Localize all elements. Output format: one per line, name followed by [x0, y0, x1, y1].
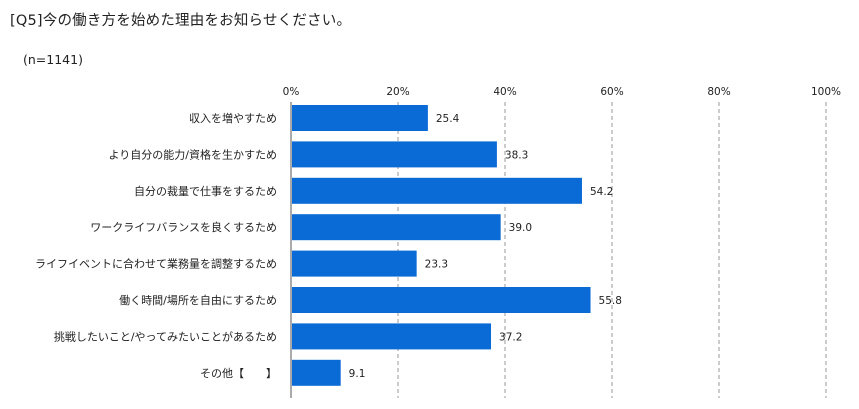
bar [292, 214, 501, 241]
question-title: [Q5]今の働き方を始めた理由をお知らせください。 [10, 13, 352, 29]
category-label: 収入を増やすため [189, 112, 277, 125]
value-label: 55.8 [599, 295, 622, 307]
bar [292, 177, 582, 204]
bar [292, 359, 341, 386]
category-label: ワークライフバランスを良くするため [90, 220, 277, 234]
category-label: 働く時間/場所を自由にするため [119, 293, 277, 307]
value-label: 39.0 [509, 222, 532, 234]
x-tick-label: 40% [493, 86, 516, 98]
value-label: 54.2 [590, 186, 613, 198]
category-label: 自分の裁量で仕事をするため [134, 185, 277, 198]
sample-size: (n=1141) [23, 52, 83, 67]
category-label: ライフイベントに合わせて業務量を調整するため [35, 257, 277, 271]
bar [292, 105, 428, 131]
x-tick-label: 60% [600, 86, 623, 98]
x-tick-label: 0% [283, 86, 300, 98]
bar [292, 250, 417, 277]
x-tick-label: 20% [386, 86, 409, 98]
bar [292, 287, 591, 313]
category-label: その他【 】 [200, 367, 277, 380]
bar [292, 323, 492, 350]
value-label: 38.3 [505, 149, 528, 161]
category-label: より自分の能力/資格を生かすため [109, 147, 278, 161]
category-label: 挑戦したいこと/やってみたいことがあるため [54, 329, 277, 343]
bar [292, 141, 497, 168]
x-tick-label: 80% [707, 86, 730, 98]
x-tick-label: 100% [811, 86, 841, 98]
value-label: 37.2 [499, 331, 522, 343]
value-label: 9.1 [349, 368, 366, 380]
value-label: 25.4 [436, 113, 460, 125]
value-label: 23.3 [425, 259, 448, 271]
